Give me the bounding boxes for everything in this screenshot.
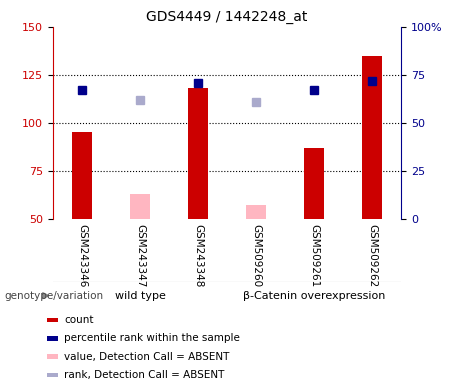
Bar <box>304 148 324 219</box>
Text: GSM509260: GSM509260 <box>251 224 261 287</box>
Text: percentile rank within the sample: percentile rank within the sample <box>64 333 240 343</box>
Bar <box>47 336 59 341</box>
Text: β-Catenin overexpression: β-Catenin overexpression <box>243 291 385 301</box>
Text: GSM509262: GSM509262 <box>367 224 377 287</box>
Text: GSM243346: GSM243346 <box>77 224 87 287</box>
Text: rank, Detection Call = ABSENT: rank, Detection Call = ABSENT <box>64 370 225 380</box>
Text: GSM243347: GSM243347 <box>135 224 145 287</box>
Bar <box>188 88 208 219</box>
Bar <box>246 205 266 219</box>
Text: wild type: wild type <box>115 291 165 301</box>
Text: value, Detection Call = ABSENT: value, Detection Call = ABSENT <box>64 352 229 362</box>
Bar <box>47 373 59 377</box>
Bar <box>47 354 59 359</box>
Bar <box>47 318 59 322</box>
Bar <box>72 132 92 219</box>
Text: count: count <box>64 315 94 325</box>
Bar <box>362 56 382 219</box>
Text: GSM509261: GSM509261 <box>309 224 319 287</box>
Text: GSM243348: GSM243348 <box>193 224 203 287</box>
Bar <box>130 194 150 219</box>
Title: GDS4449 / 1442248_at: GDS4449 / 1442248_at <box>146 10 308 25</box>
Text: genotype/variation: genotype/variation <box>5 291 104 301</box>
